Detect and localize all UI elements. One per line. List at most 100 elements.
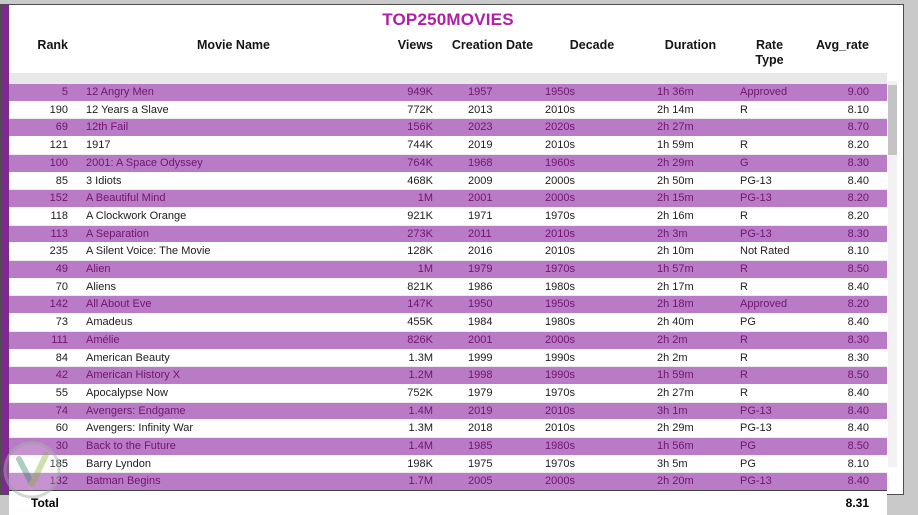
table-row[interactable]: 121 1917 744K 2019 2010s 1h 59m R 8.20 bbox=[9, 136, 887, 155]
cell-movie_name: Barry Lyndon bbox=[86, 457, 152, 470]
cell-creation_date: 1950 bbox=[468, 298, 493, 311]
cell-duration: 2h 40m bbox=[657, 316, 694, 329]
cell-movie_name: 2001: A Space Odyssey bbox=[86, 156, 203, 169]
cell-rate_type: R bbox=[740, 351, 748, 364]
cell-duration: 1h 59m bbox=[657, 369, 694, 382]
cell-avg_rate: 8.20 bbox=[847, 298, 869, 311]
table-row[interactable]: 30 Back to the Future 1.4M 1985 1980s 1h 56m P… bbox=[9, 437, 887, 456]
cell-rate_type: R bbox=[740, 139, 748, 152]
cell-movie_name: Amadeus bbox=[86, 316, 133, 329]
movies-table: Rank Movie Name Views Creation Date Decade Du… bbox=[9, 33, 887, 515]
cell-views: 764K bbox=[407, 156, 433, 169]
cell-creation_date: 1975 bbox=[468, 457, 493, 470]
cell-movie_name: Aliens bbox=[86, 280, 116, 293]
table-row[interactable]: 70 Aliens 821K 1986 1980s 2h 17m R 8.40 bbox=[9, 278, 887, 296]
column-header-decade[interactable]: Decade bbox=[569, 38, 615, 52]
cell-views: 744K bbox=[407, 139, 433, 152]
cell-views: 156K bbox=[407, 121, 433, 134]
cell-decade: 1990s bbox=[545, 351, 575, 364]
column-header-avg_rate[interactable]: Avg_rate bbox=[815, 38, 869, 52]
cell-duration: 1h 56m bbox=[657, 440, 694, 453]
table-row[interactable]: 42 American History X 1.2M 1998 1990s 1h 59m R… bbox=[9, 366, 887, 385]
scrollbar-thumb[interactable] bbox=[888, 85, 897, 155]
cell-rank: 42 bbox=[55, 369, 68, 382]
table-row[interactable]: 132 Batman Begins 1.7M 2005 2000s 2h 20m PG-13… bbox=[9, 472, 887, 491]
cell-rank: 84 bbox=[55, 351, 68, 364]
table-row[interactable]: 69 12th Fail 156K 2023 2020s 2h 27m 8.70 bbox=[9, 118, 887, 137]
table-row[interactable]: 190 12 Years a Slave 772K 2013 2010s 2h 14m R 8… bbox=[9, 101, 887, 119]
table-row[interactable]: 5 12 Angry Men 949K 1957 1950s 1h 36m Approved… bbox=[9, 84, 887, 102]
cell-avg_rate: 8.40 bbox=[847, 386, 869, 399]
cell-avg_rate: 8.20 bbox=[847, 192, 869, 205]
cell-movie_name: American Beauty bbox=[86, 351, 170, 364]
cell-views: 772K bbox=[407, 103, 433, 116]
cell-movie_name: 3 Idiots bbox=[86, 174, 122, 187]
cell-rate_type: PG bbox=[740, 440, 756, 453]
cell-avg_rate: 8.40 bbox=[847, 404, 869, 417]
cell-views: 1.2M bbox=[408, 369, 433, 382]
cell-movie_name: A Clockwork Orange bbox=[86, 209, 187, 222]
column-header-views[interactable]: Views bbox=[397, 38, 433, 52]
table-row[interactable]: 85 3 Idiots 468K 2009 2000s 2h 50m PG-13 8.40 bbox=[9, 172, 887, 190]
cell-creation_date: 2001 bbox=[468, 192, 493, 205]
cell-movie_name: Apocalypse Now bbox=[86, 386, 168, 399]
table-row[interactable]: 185 Barry Lyndon 198K 1975 1970s 3h 5m PG 8.10 bbox=[9, 455, 887, 473]
cell-views: 821K bbox=[407, 280, 433, 293]
cell-avg_rate: 9.00 bbox=[847, 86, 869, 98]
table-header: Rank Movie Name Views Creation Date Decade Du… bbox=[9, 33, 887, 84]
column-header-movie_name[interactable]: Movie Name bbox=[197, 38, 270, 52]
cell-rank: 118 bbox=[50, 209, 68, 222]
cell-decade: 2010s bbox=[545, 139, 575, 152]
cell-views: 1.7M bbox=[408, 475, 433, 488]
visual-title: TOP250MOVIES bbox=[382, 10, 514, 29]
cell-views: 752K bbox=[407, 386, 433, 399]
cell-rate_type: R bbox=[740, 280, 748, 293]
table-row[interactable]: 111 Amélie 826K 2001 2000s 2h 2m R 8.30 bbox=[9, 331, 887, 350]
cell-duration: 2h 29m bbox=[657, 422, 694, 435]
table-row[interactable]: 55 Apocalypse Now 752K 1979 1970s 2h 27m R 8.40 bbox=[9, 384, 887, 403]
cell-views: 128K bbox=[407, 245, 433, 258]
table-row[interactable]: 60 Avengers: Infinity War 1.3M 2018 2010s 2h … bbox=[9, 419, 887, 438]
column-header-rate_type[interactable]: Rate Type bbox=[755, 38, 784, 67]
cell-rank: 60 bbox=[55, 422, 68, 435]
cell-movie_name: Back to the Future bbox=[86, 440, 176, 453]
column-header-creation_date[interactable]: Creation Date bbox=[451, 38, 534, 52]
cell-creation_date: 1968 bbox=[468, 156, 493, 169]
cell-decade: 2000s bbox=[545, 192, 575, 205]
column-header-rank[interactable]: Rank bbox=[37, 38, 68, 52]
cell-duration: 1h 59m bbox=[657, 139, 694, 152]
table-row[interactable]: 49 Alien 1M 1979 1970s 1h 57m R 8.50 bbox=[9, 260, 887, 279]
cell-decade: 1970s bbox=[545, 457, 575, 470]
table-row[interactable]: 100 2001: A Space Odyssey 764K 1968 1960s 2h … bbox=[9, 154, 887, 173]
vertical-scrollbar[interactable] bbox=[888, 81, 897, 467]
cell-rate_type: PG bbox=[740, 316, 756, 329]
cell-creation_date: 1971 bbox=[468, 209, 493, 222]
cell-avg_rate: 8.40 bbox=[847, 422, 869, 435]
cell-movie_name: Alien bbox=[86, 263, 111, 276]
table-row[interactable]: 113 A Separation 273K 2011 2010s 2h 3m PG-13 8.… bbox=[9, 225, 887, 243]
cell-duration: 2h 27m bbox=[657, 386, 694, 399]
cell-movie_name: All About Eve bbox=[86, 298, 152, 311]
cell-rank: 100 bbox=[49, 156, 68, 169]
cell-rank: 152 bbox=[49, 192, 68, 205]
cell-views: 468K bbox=[407, 174, 433, 187]
cell-rank: 190 bbox=[49, 103, 68, 116]
column-header-duration[interactable]: Duration bbox=[664, 38, 717, 52]
table-row[interactable]: 73 Amadeus 455K 1984 1980s 2h 40m PG 8.40 bbox=[9, 313, 887, 332]
table-row[interactable]: 84 American Beauty 1.3M 1999 1990s 2h 2m R 8.30 bbox=[9, 349, 887, 367]
total-empty-cell bbox=[386, 490, 801, 515]
cell-creation_date: 2023 bbox=[468, 121, 493, 134]
table-row[interactable]: 118 A Clockwork Orange 921K 1971 1970s 2h 16m… bbox=[9, 207, 887, 226]
table-row[interactable]: 235 A Silent Voice: The Movie 128K 2016 2010… bbox=[9, 242, 887, 261]
cell-rate_type: Not Rated bbox=[740, 245, 790, 258]
cell-avg_rate: 8.10 bbox=[847, 457, 869, 470]
cell-rate_type: Approved bbox=[740, 86, 788, 98]
cell-rank: 69 bbox=[55, 121, 68, 134]
table-row[interactable]: 74 Avengers: Endgame 1.4M 2019 2010s 3h 1m PG-… bbox=[9, 402, 887, 420]
cell-rate_type: R bbox=[740, 263, 748, 276]
table-row[interactable]: 152 A Beautiful Mind 1M 2001 2000s 2h 15m PG-1… bbox=[9, 189, 887, 208]
cell-creation_date: 2013 bbox=[468, 103, 493, 116]
table-row[interactable]: 142 All About Eve 147K 1950 1950s 2h 18m Appro… bbox=[9, 295, 887, 314]
cell-creation_date: 1986 bbox=[468, 280, 493, 293]
cell-duration: 1h 36m bbox=[657, 86, 694, 98]
